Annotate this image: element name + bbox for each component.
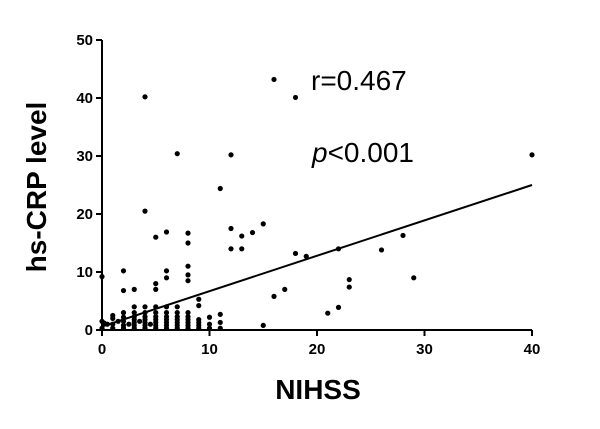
x-tick-label: 0 (98, 341, 106, 358)
x-tick-label: 20 (309, 341, 326, 358)
data-point (346, 284, 352, 290)
data-point (335, 304, 342, 310)
data-point (142, 94, 148, 100)
x-tick-label: 30 (416, 341, 433, 358)
x-axis-label: NIHSS (275, 374, 361, 405)
data-point (529, 152, 535, 158)
data-point (185, 240, 191, 246)
data-point (99, 274, 105, 280)
data-point (292, 94, 299, 101)
data-point (120, 287, 127, 294)
data-point (325, 310, 331, 316)
data-point (228, 246, 234, 252)
data-point (126, 321, 132, 327)
y-tick-label: 10 (76, 264, 93, 281)
data-point (120, 310, 127, 316)
data-point (271, 293, 277, 299)
p-value: <0.001 (328, 137, 414, 168)
data-point (217, 325, 223, 331)
data-point (217, 311, 223, 317)
data-point (147, 321, 153, 327)
data-point (163, 275, 170, 281)
data-point (196, 303, 202, 309)
axes (96, 39, 533, 336)
data-point (206, 314, 213, 320)
y-axis-label: hs-CRP level (21, 102, 52, 273)
regression-line (101, 184, 533, 328)
data-point (228, 152, 234, 158)
y-tick-label: 20 (76, 206, 93, 223)
data-point (217, 319, 223, 326)
data-point (196, 296, 202, 302)
tick-labels: 0 10 20 30 40 50 0 10 20 30 40 (76, 32, 540, 358)
data-point (185, 278, 191, 284)
data-point (142, 314, 148, 320)
y-tick-label: 40 (76, 90, 93, 107)
y-tick-label: 50 (76, 32, 93, 49)
data-point (228, 225, 234, 232)
data-point (185, 272, 191, 278)
data-point (131, 304, 137, 310)
data-point (206, 325, 213, 331)
data-point (153, 234, 159, 240)
data-point (142, 208, 148, 214)
data-point (120, 268, 127, 274)
data-point (131, 310, 137, 316)
data-point (239, 233, 245, 239)
x-tick-label: 40 (524, 341, 541, 358)
data-point (206, 321, 213, 327)
data-point (120, 322, 127, 328)
data-point (185, 230, 191, 236)
data-point (217, 185, 223, 192)
data-point (185, 263, 191, 269)
data-point (260, 322, 266, 328)
p-symbol: p (311, 137, 328, 168)
data-points (99, 76, 535, 331)
data-point (163, 229, 170, 235)
data-point (163, 310, 170, 316)
p-value-annotation: p<0.001 (311, 137, 414, 168)
data-point (153, 281, 159, 287)
data-point (378, 247, 385, 253)
data-point (282, 286, 288, 292)
correlation-annotation: r=0.467 (311, 65, 407, 96)
regression-line-group (101, 184, 533, 328)
data-point (110, 312, 116, 319)
data-point (271, 76, 277, 83)
y-tick-label: 0 (85, 322, 93, 339)
data-point (110, 325, 116, 331)
data-point (185, 310, 191, 316)
data-point (174, 304, 180, 310)
data-point (174, 314, 180, 320)
data-point (239, 246, 245, 252)
data-point (400, 232, 406, 239)
y-tick-label: 30 (76, 148, 93, 165)
data-point (174, 151, 180, 157)
data-point (153, 286, 159, 292)
data-point (249, 229, 256, 236)
x-tick-label: 10 (201, 341, 218, 358)
data-point (131, 286, 137, 292)
data-point (346, 276, 352, 283)
data-point (411, 275, 417, 281)
data-point (260, 221, 266, 227)
data-point (142, 304, 148, 310)
data-point (163, 268, 170, 274)
data-point (303, 253, 309, 259)
data-point (153, 310, 159, 316)
data-point (292, 250, 299, 257)
data-point (163, 314, 170, 320)
data-point (174, 310, 180, 316)
data-point (153, 314, 159, 320)
data-point (185, 314, 191, 320)
data-point (196, 316, 202, 323)
data-point (137, 318, 143, 324)
